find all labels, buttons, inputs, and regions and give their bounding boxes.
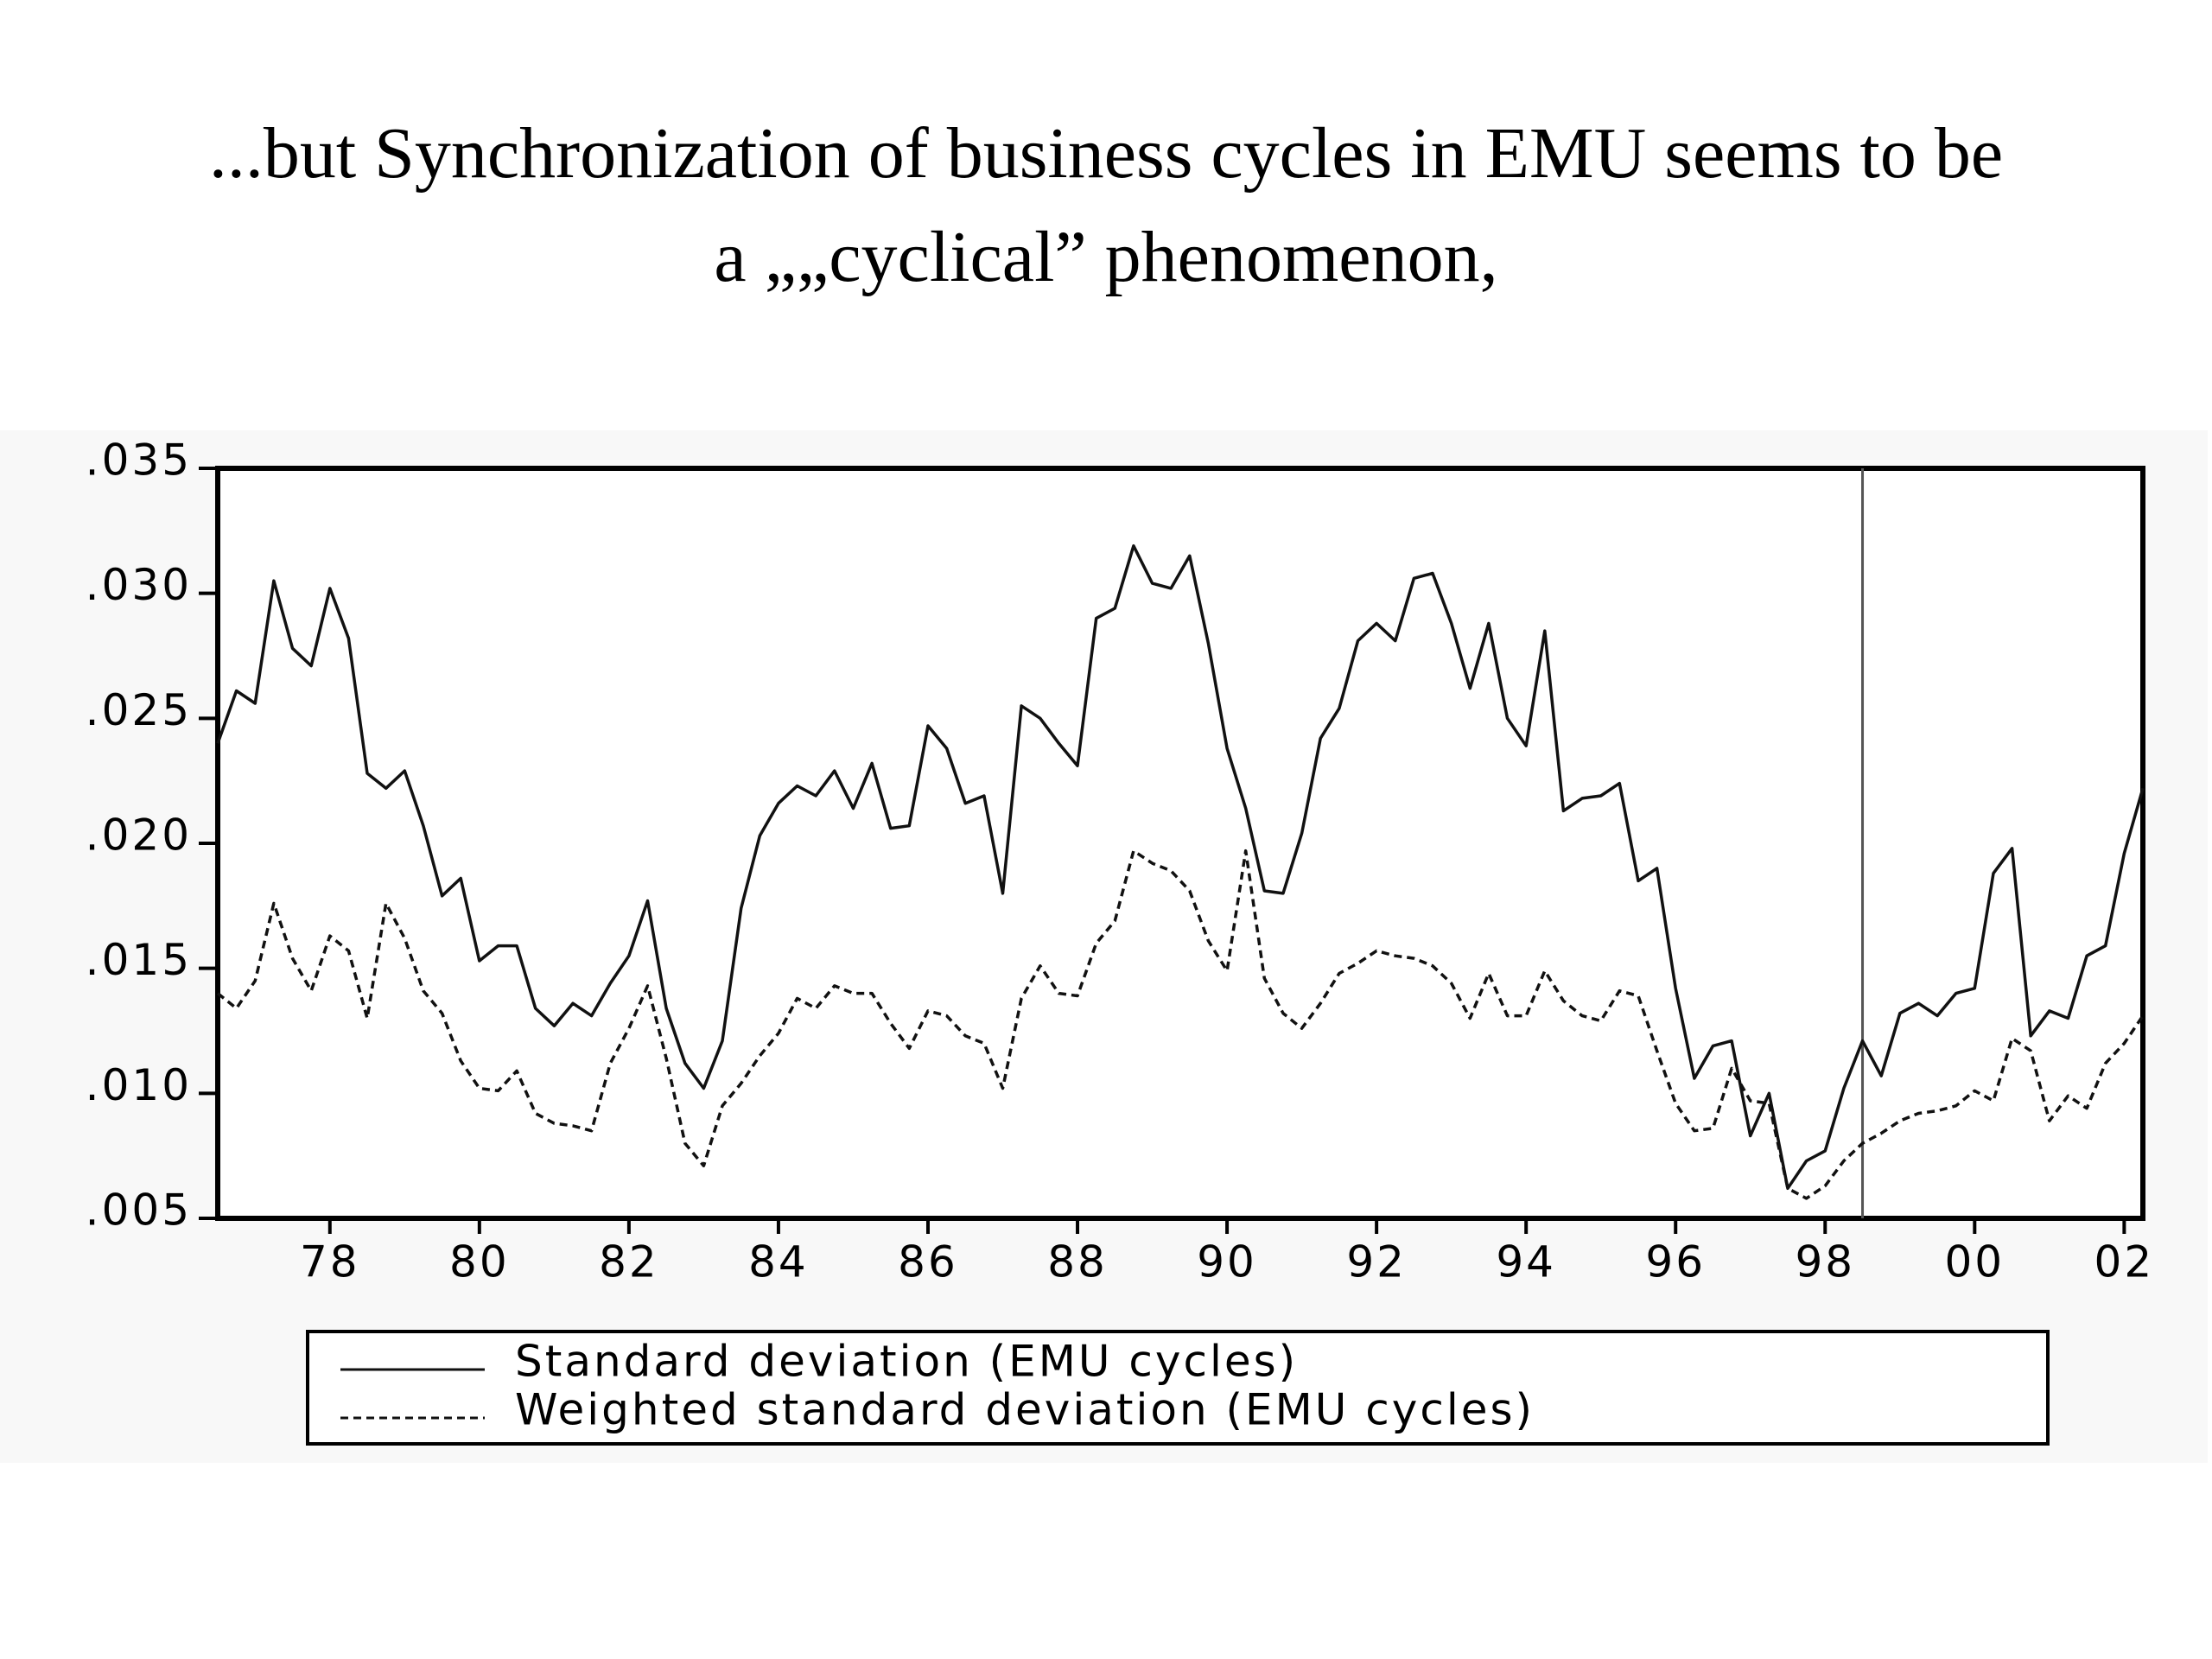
x-tick-label: 90 bbox=[1197, 1237, 1257, 1287]
legend-box bbox=[306, 1330, 2050, 1446]
y-tick-label: .025 bbox=[86, 685, 192, 735]
x-tick-label: 88 bbox=[1047, 1237, 1108, 1287]
series-line bbox=[216, 849, 2145, 1200]
legend-label: Weighted standard deviation (EMU cycles) bbox=[515, 1385, 1535, 1435]
plot-area bbox=[215, 466, 2145, 1221]
legend-label: Standard deviation (EMU cycles) bbox=[515, 1337, 1298, 1387]
y-tick-label: .015 bbox=[86, 935, 192, 985]
y-tick-label: .030 bbox=[86, 560, 192, 610]
series-line bbox=[216, 543, 2145, 1191]
x-tick-label: 84 bbox=[748, 1237, 809, 1287]
y-tick-label: .005 bbox=[86, 1185, 192, 1236]
x-tick-label: 98 bbox=[1795, 1237, 1855, 1287]
x-tick-label: 00 bbox=[1945, 1237, 2005, 1287]
title-line: ...but Synchronization of business cycle… bbox=[209, 113, 2003, 194]
x-tick-label: 86 bbox=[898, 1237, 958, 1287]
x-tick-label: 78 bbox=[300, 1237, 360, 1287]
x-tick-label: 94 bbox=[1496, 1237, 1556, 1287]
x-tick-label: 96 bbox=[1645, 1237, 1706, 1287]
y-tick-label: .010 bbox=[86, 1060, 192, 1110]
x-tick-label: 82 bbox=[599, 1237, 659, 1287]
y-tick-label: .020 bbox=[86, 810, 192, 861]
title-line: a „„cyclical” phenomenon, bbox=[714, 217, 1497, 297]
x-tick-label: 80 bbox=[449, 1237, 510, 1287]
x-tick-label: 92 bbox=[1346, 1237, 1407, 1287]
y-tick-label: .035 bbox=[86, 435, 192, 486]
x-tick-label: 02 bbox=[2094, 1237, 2155, 1287]
